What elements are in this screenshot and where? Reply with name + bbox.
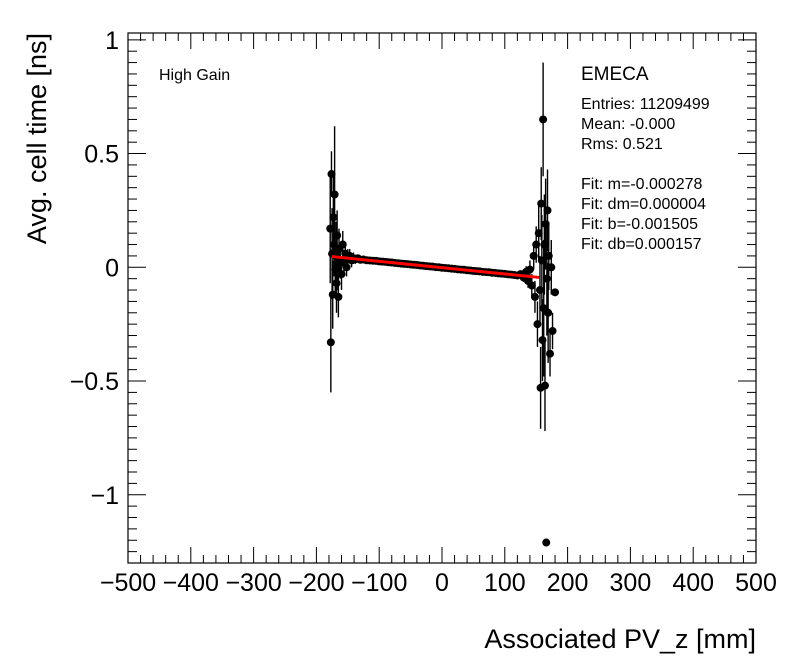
data-point xyxy=(547,263,556,272)
data-point xyxy=(548,326,557,335)
y-tick-label: 0.5 xyxy=(84,141,119,169)
data-point xyxy=(551,288,560,297)
fit-line xyxy=(331,255,540,279)
x-tick-label: −400 xyxy=(163,569,219,597)
data-point xyxy=(332,279,341,288)
data-point xyxy=(540,381,549,390)
data-point xyxy=(326,338,335,347)
x-tick-label: 500 xyxy=(735,569,777,597)
stats-line: Fit: db=0.000157 xyxy=(581,236,702,253)
data-point xyxy=(527,281,536,290)
x-tick-label: −300 xyxy=(225,569,281,597)
stats-line: Fit: b=-0.001505 xyxy=(581,216,698,233)
stats-line: Rms: 0.521 xyxy=(581,136,663,153)
data-point xyxy=(542,274,551,283)
x-tick-label: 0 xyxy=(435,569,449,597)
stats-line: Fit: m=-0.000278 xyxy=(581,176,703,193)
data-point xyxy=(539,115,548,124)
axis-ticks xyxy=(127,33,757,564)
y-tick-label: 0 xyxy=(105,254,119,282)
y-tick-labels: 1 0.5 0 −0.5 −1 xyxy=(70,27,119,510)
data-point xyxy=(546,349,555,358)
data-point xyxy=(535,286,544,295)
data-point xyxy=(544,308,553,317)
gain-label: High Gain xyxy=(159,67,230,84)
x-tick-label: 300 xyxy=(610,569,652,597)
data-point xyxy=(537,199,546,208)
stats-line: Entries: 11209499 xyxy=(581,96,710,113)
x-tick-label: −100 xyxy=(351,569,407,597)
x-tick-label: −500 xyxy=(100,569,156,597)
data-points xyxy=(326,62,560,547)
y-tick-label: −1 xyxy=(90,482,119,510)
data-point xyxy=(542,538,551,547)
detector-label: EMECA xyxy=(581,64,649,85)
x-tick-label: −200 xyxy=(288,569,344,597)
x-tick-labels: −500 −400 −300 −200 −100 0 100 200 300 400 500 xyxy=(100,569,777,597)
data-point xyxy=(543,206,552,215)
stats-line: Fit: dm=0.000004 xyxy=(581,196,706,213)
stats-line: Mean: -0.000 xyxy=(581,116,675,133)
y-axis-title: Avg. cell time [ns] xyxy=(22,33,52,244)
x-tick-label: 400 xyxy=(672,569,714,597)
x-tick-label: 200 xyxy=(547,569,589,597)
data-point xyxy=(530,292,539,301)
data-point xyxy=(330,190,339,199)
data-point xyxy=(327,170,336,179)
data-point xyxy=(333,231,342,240)
y-tick-label: 1 xyxy=(105,27,119,55)
data-point xyxy=(334,292,343,301)
x-tick-label: 100 xyxy=(484,569,526,597)
y-tick-label: −0.5 xyxy=(70,368,119,396)
data-point xyxy=(525,265,534,274)
x-axis-title: Associated PV_z [mm] xyxy=(484,624,756,654)
fit-line-group xyxy=(331,255,540,279)
data-point xyxy=(342,263,351,272)
stats-box: Entries: 11209499 Mean: -0.000 Rms: 0.521 F… xyxy=(581,96,710,253)
